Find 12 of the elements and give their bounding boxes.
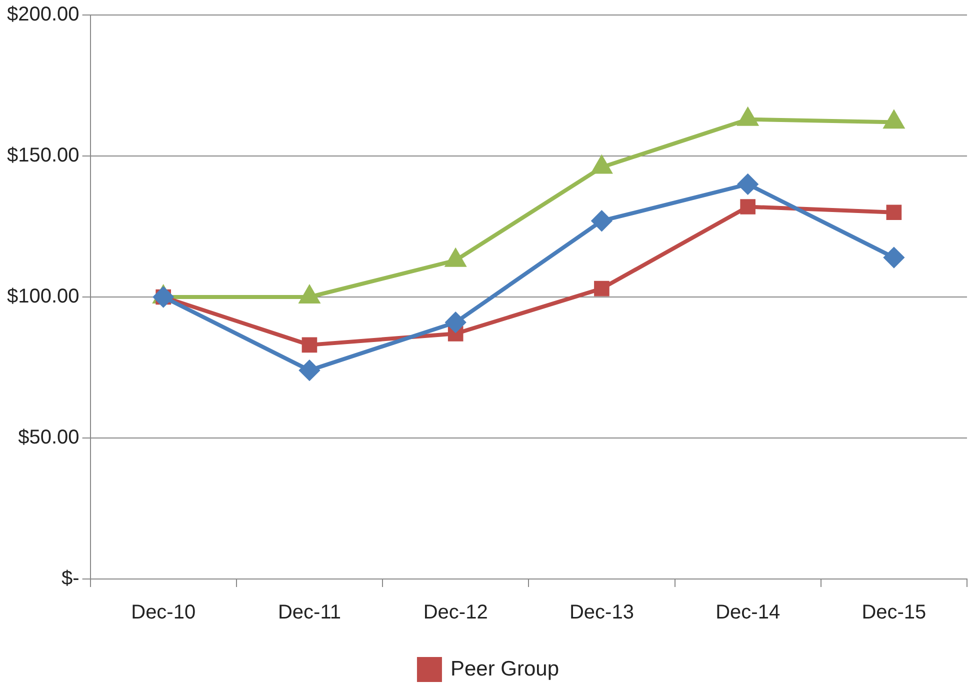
y-tick-label: $150.00 bbox=[7, 144, 80, 167]
x-tick-label: Dec-10 bbox=[131, 602, 196, 624]
y-tick-label: $- bbox=[62, 568, 80, 590]
y-tick-label: $200.00 bbox=[7, 4, 80, 26]
y-tick-label: $50.00 bbox=[18, 426, 80, 449]
legend-label: Peer Group bbox=[450, 657, 560, 680]
y-tick-label: $100.00 bbox=[7, 286, 80, 308]
x-tick-label: Dec-12 bbox=[423, 602, 488, 624]
x-tick-label: Dec-13 bbox=[569, 602, 634, 624]
x-tick-label: Dec-11 bbox=[278, 602, 341, 624]
x-tick-label: Dec-15 bbox=[862, 602, 926, 624]
x-tick-label: Dec-14 bbox=[716, 602, 780, 624]
